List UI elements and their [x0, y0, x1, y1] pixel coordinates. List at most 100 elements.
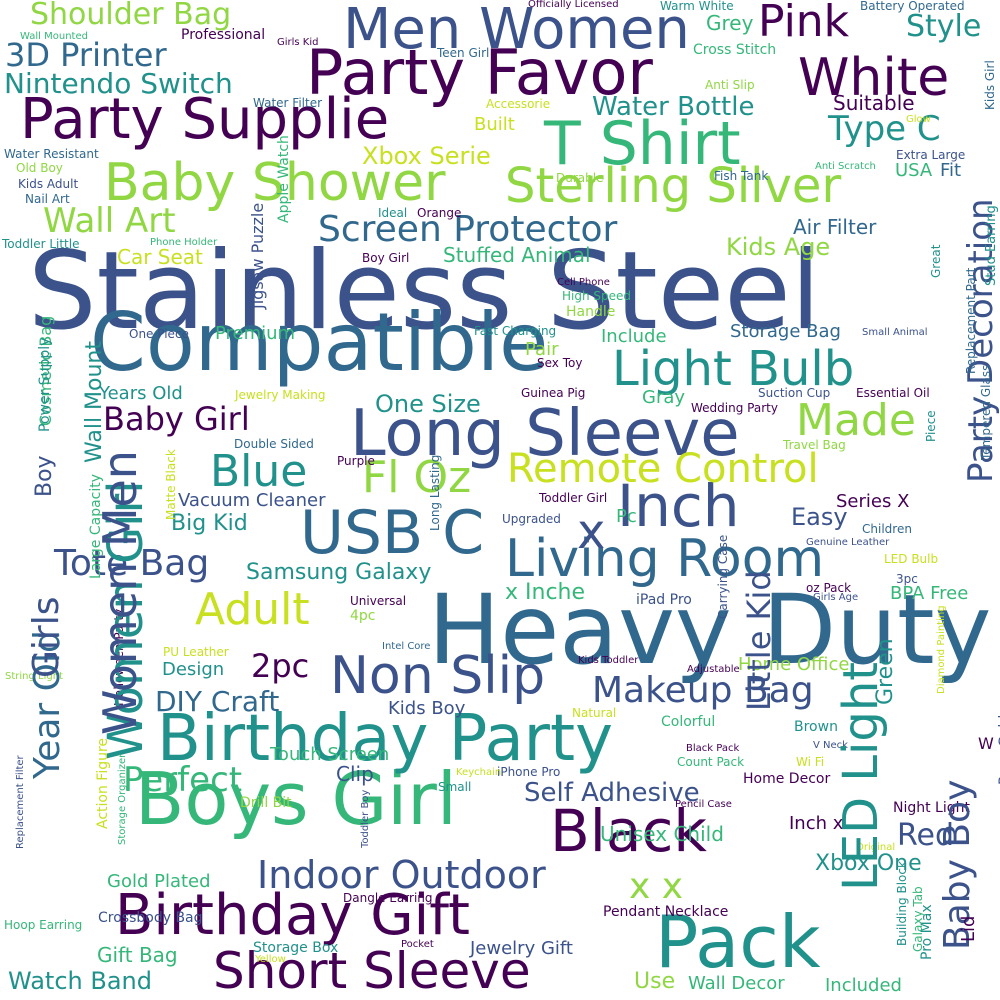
word-style: Style [906, 9, 982, 44]
word-officially-licensed: Officially Licensed [528, 0, 619, 10]
word-t-shirt: T Shirt [544, 109, 741, 179]
word-tote-bag: Tote Bag [54, 543, 210, 584]
word-cell-phone: Cell Phone [557, 277, 610, 288]
word-pendant-necklace: Pendant Necklace [603, 904, 729, 920]
word-black: Black [550, 797, 707, 865]
word-toddler-girl: Toddler Girl [539, 491, 608, 505]
word-suitable: Suitable [833, 91, 915, 115]
word-stainless-steel: Stainless Steel [28, 229, 821, 354]
word-stuffed-animal: Stuffed Animal [443, 243, 591, 267]
word-wall-mounted: Wall Mounted [20, 31, 88, 42]
word-count-pack: Count Pack [677, 755, 745, 769]
word-easy: Easy [791, 503, 848, 531]
word-jigsaw-puzzle: Jigsaw Puzzle [248, 202, 267, 309]
word-fast-charging: Fast Charging [474, 324, 557, 338]
word-sterling-silver: Sterling Silver [505, 158, 842, 214]
word-fl-oz: Fl Oz [362, 452, 472, 503]
word-colorful: Colorful [661, 714, 716, 730]
word-pocket: Pocket [401, 939, 434, 950]
word-gray: Gray [642, 387, 686, 408]
word-professional: Professional [181, 27, 266, 43]
word-iphone-pro: iPhone Pro [497, 765, 561, 779]
word-include: Include [601, 326, 667, 347]
word-fit: Fit [940, 160, 962, 181]
word-long-lasting: Long Lasting [428, 454, 442, 531]
word-toddler-boy: Toddler Boy [360, 789, 371, 848]
word-high-speed: High Speed [562, 289, 632, 303]
word-bpa-free: BPA Free [890, 583, 969, 604]
word-design: Design [162, 659, 225, 680]
word-premium: Premium [215, 323, 296, 344]
word-oz-pack: oz Pack [806, 581, 852, 595]
word-party-supplie: Party Supplie [20, 87, 390, 152]
word-party-favor: Party Favor [306, 36, 653, 109]
word-nail-art: Nail Art [25, 192, 70, 206]
word-girls-kid: Girls Kid [277, 37, 319, 48]
word-sex-toy: Sex Toy [537, 356, 583, 370]
word-men-women: Men Women [343, 0, 690, 62]
word-inch-x: Inch x [789, 813, 844, 834]
word-gift-bag: Gift Bag [97, 943, 178, 967]
word-string-light: String Light [5, 671, 63, 682]
word-led-bulb: LED Bulb [884, 552, 939, 566]
word-old-boy: Old Boy [16, 161, 63, 175]
word-warm-white: Warm White [660, 0, 734, 13]
word-girls-age: Girls Age [813, 592, 859, 603]
word-storage-bag: Storage Bag [730, 321, 841, 342]
word-water-filter: Water Filter [253, 96, 323, 110]
word-storage-box: Storage Box [253, 940, 339, 956]
word-green: Green [873, 638, 898, 705]
word-wi-fi: Wi Fi [796, 755, 825, 769]
word-orange: Orange [417, 206, 462, 220]
word-dangle-earring: Dangle Earring [343, 891, 433, 905]
word-jewelry-making: Jewelry Making [235, 388, 326, 402]
word-jewelry-gift: Jewelry Gift [470, 938, 573, 959]
word-toddler-little: Toddler Little [2, 237, 80, 251]
word-wall-mount: Wall Mount [82, 341, 107, 463]
word-wedding-party: Wedding Party [691, 401, 778, 415]
word-durable: Durable [556, 171, 604, 185]
word-xbox-serie: Xbox Serie [362, 142, 491, 170]
word-intel-core: Intel Core [382, 641, 431, 652]
word-nintendo-switch: Nintendo Switch [4, 67, 233, 100]
word-unisex-child: Unisex Child [600, 822, 724, 846]
word-great: Great [929, 244, 943, 278]
word-replacement-filter: Replacement Filter [15, 755, 26, 849]
word-home-office: Home Office [738, 654, 850, 675]
word-children: Children [862, 522, 912, 536]
word-car-seat: Car Seat [117, 245, 203, 269]
word-short-sleeve: Short Sleeve [213, 942, 531, 1000]
word-light-bulb: Light Bulb [612, 341, 855, 397]
word-birthday-gift: Birthday Gift [115, 883, 470, 948]
word-kids-girl: Kids Girl [983, 60, 997, 110]
word-clip: Clip [336, 762, 374, 786]
word-one-size: One Size [375, 390, 481, 418]
word-keychain: Keychain [456, 767, 502, 778]
word-piece: Piece [924, 410, 938, 442]
word-years-old: Years Old [99, 383, 183, 404]
word-original: Original [856, 842, 896, 853]
word-3pc: 3pc [896, 572, 918, 586]
word-anti-scratch: Anti Scratch [815, 161, 876, 172]
word-pair: Pair [525, 339, 559, 360]
word-apple-watch: Apple Watch [276, 135, 292, 223]
word-phone-holder: Phone Holder [150, 237, 218, 248]
word-kids-boy: Kids Boy [388, 698, 466, 719]
word-glow: Glow [906, 114, 931, 125]
word-kids-toddler: Kids Toddler [578, 655, 639, 666]
word-indoor-outdoor: Indoor Outdoor [257, 853, 546, 897]
word-handle: Handle [566, 304, 616, 320]
word-non-slip: Non Slip [330, 646, 546, 706]
word-small-animal: Small Animal [862, 327, 928, 338]
word-made: Made [796, 395, 916, 446]
word-samsung-galaxy: Samsung Galaxy [246, 560, 432, 585]
word-brown: Brown [794, 719, 838, 735]
word-home-decor: Home Decor [743, 771, 831, 787]
word-included: Included [825, 975, 902, 996]
word-matte-black: Matte Black [164, 449, 178, 520]
word-lid: Lid [958, 915, 979, 942]
word-pink: Pink [758, 0, 850, 47]
word-upgraded: Upgraded [502, 512, 561, 526]
word-blue: Blue [210, 446, 308, 497]
